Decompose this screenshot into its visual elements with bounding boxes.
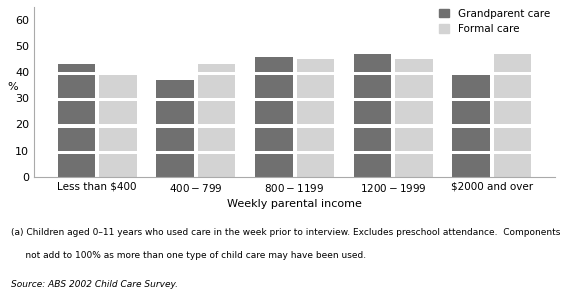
Bar — [395, 59, 433, 72]
Bar — [255, 128, 293, 151]
Bar — [156, 128, 194, 151]
Bar — [58, 154, 95, 177]
Text: (a) Children aged 0–11 years who used care in the week prior to interview. Exclu: (a) Children aged 0–11 years who used ca… — [11, 228, 562, 237]
Bar — [297, 75, 334, 98]
Bar — [494, 128, 532, 151]
Bar — [452, 102, 490, 124]
Bar — [353, 54, 391, 72]
Text: not add to 100% as more than one type of child care may have been used.: not add to 100% as more than one type of… — [11, 251, 366, 260]
Bar — [395, 102, 433, 124]
Bar — [58, 102, 95, 124]
Bar — [353, 128, 391, 151]
Bar — [395, 154, 433, 177]
Bar — [58, 65, 95, 72]
Bar — [58, 128, 95, 151]
Bar — [198, 102, 235, 124]
Bar — [297, 128, 334, 151]
Bar — [99, 102, 137, 124]
Bar — [494, 154, 532, 177]
Bar — [395, 128, 433, 151]
Bar — [452, 75, 490, 98]
Bar — [255, 75, 293, 98]
Bar — [395, 75, 433, 98]
Bar — [494, 54, 532, 72]
Legend: Grandparent care, Formal care: Grandparent care, Formal care — [439, 9, 550, 34]
Bar — [198, 65, 235, 72]
Bar — [353, 154, 391, 177]
Bar — [353, 75, 391, 98]
Bar — [156, 154, 194, 177]
X-axis label: Weekly parental income: Weekly parental income — [227, 199, 362, 209]
Bar — [156, 80, 194, 98]
Bar — [297, 154, 334, 177]
Bar — [494, 75, 532, 98]
Text: Source: ABS 2002 Child Care Survey.: Source: ABS 2002 Child Care Survey. — [11, 280, 178, 289]
Bar — [353, 102, 391, 124]
Bar — [58, 75, 95, 98]
Bar — [156, 102, 194, 124]
Bar — [99, 128, 137, 151]
Bar — [198, 75, 235, 98]
Y-axis label: %: % — [7, 82, 17, 92]
Bar — [452, 154, 490, 177]
Bar — [99, 154, 137, 177]
Bar — [255, 57, 293, 72]
Bar — [255, 154, 293, 177]
Bar — [198, 128, 235, 151]
Bar — [198, 154, 235, 177]
Bar — [452, 128, 490, 151]
Bar — [99, 75, 137, 98]
Bar — [255, 102, 293, 124]
Bar — [297, 102, 334, 124]
Bar — [297, 59, 334, 72]
Bar — [494, 102, 532, 124]
